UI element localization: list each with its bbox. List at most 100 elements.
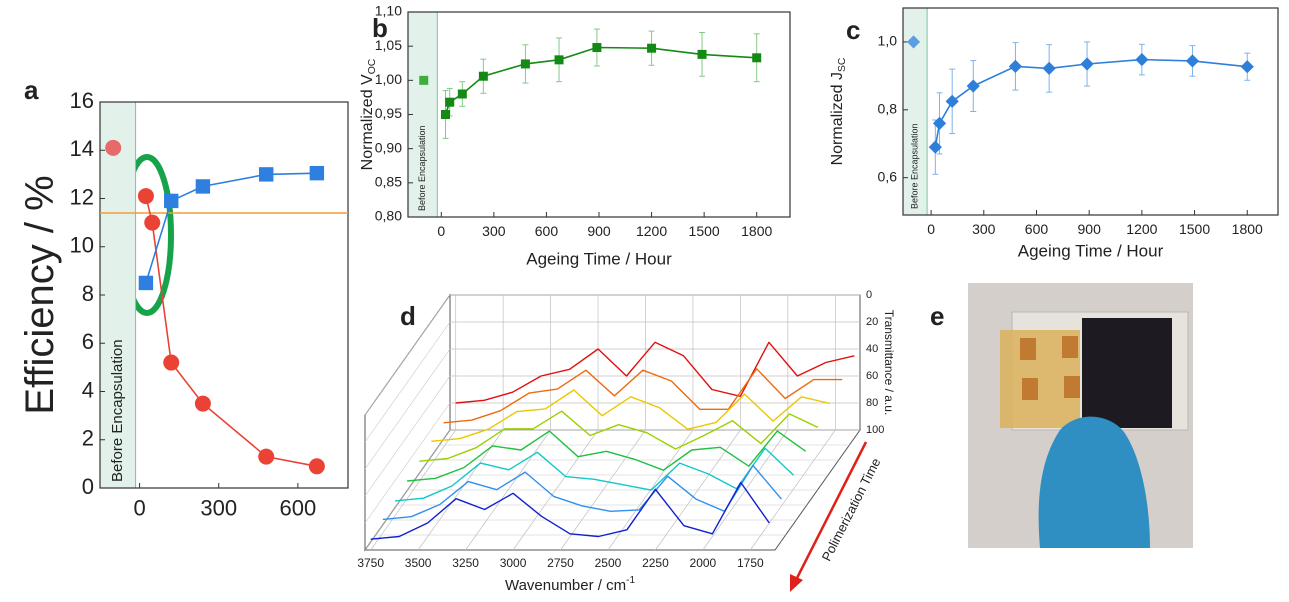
y-tick-label: 1,10 xyxy=(375,3,402,19)
data-point xyxy=(138,275,154,291)
series-line xyxy=(444,46,757,115)
annotation: Before Encapsulation xyxy=(909,123,919,209)
y-axis-label-text: Normalized J xyxy=(829,72,846,165)
spectrum xyxy=(394,447,795,502)
x-tick-label: 600 xyxy=(1025,221,1049,237)
left-wall-grid-line xyxy=(364,321,451,443)
y-tick-label: 8 xyxy=(82,281,94,306)
glove xyxy=(1038,416,1150,548)
x-tick-label: 2000 xyxy=(690,556,717,570)
x-axis-label: Ageing Time / Hour xyxy=(1018,241,1164,260)
y-tick-label: 0,6 xyxy=(878,168,898,184)
panel-letter: c xyxy=(846,15,860,45)
data-point xyxy=(928,140,942,154)
x-tick-label: 1200 xyxy=(636,223,667,239)
data-point xyxy=(1042,61,1056,76)
x-tick-label: 600 xyxy=(280,495,317,520)
floor-grid-line xyxy=(465,429,551,551)
contact xyxy=(1062,336,1078,358)
data-point xyxy=(308,458,325,475)
data-point xyxy=(647,43,657,53)
y-axis-label-subscript: SC xyxy=(837,57,848,72)
z-tick-label: 0 xyxy=(866,289,872,301)
floor-grid-line xyxy=(417,429,504,551)
data-point xyxy=(419,75,429,85)
y-axis-label: Transmittance / a.u. xyxy=(882,310,896,416)
data-point xyxy=(105,139,122,156)
data-point xyxy=(966,79,980,93)
left-wall-grid-line xyxy=(364,348,451,470)
left-wall-grid-line xyxy=(364,294,451,416)
x-axis-label-superscript: -1 xyxy=(626,575,635,586)
data-point xyxy=(144,214,161,231)
time-arrow-head xyxy=(790,574,803,592)
x-tick-label: 300 xyxy=(972,221,996,237)
data-point xyxy=(1080,57,1094,71)
data-point xyxy=(478,71,488,81)
data-point xyxy=(554,55,564,65)
data-point xyxy=(592,43,602,53)
data-point xyxy=(258,448,275,465)
spectrum xyxy=(419,410,819,462)
x-tick-label: 1500 xyxy=(689,223,720,239)
y-tick-label: 14 xyxy=(70,136,94,161)
data-point xyxy=(906,35,921,49)
data-point xyxy=(457,89,467,99)
y-tick-label: 2 xyxy=(82,426,94,451)
x-tick-label: 3250 xyxy=(452,556,479,570)
contact xyxy=(1064,376,1080,398)
solar-cell xyxy=(1082,318,1172,428)
y-axis-label: Normalized VOC xyxy=(359,58,378,170)
data-point xyxy=(752,53,762,63)
data-point xyxy=(445,97,455,107)
data-point xyxy=(1135,52,1149,67)
x-axis-label: Wavenumber / cm-1 xyxy=(505,575,635,594)
x-tick-label: 0 xyxy=(927,221,935,237)
data-point xyxy=(1185,54,1200,68)
time-arrow xyxy=(794,441,868,581)
data-point xyxy=(520,59,530,69)
contact xyxy=(1022,378,1038,400)
left-wall-grid-line xyxy=(364,402,451,524)
data-point xyxy=(259,167,274,182)
left-wall xyxy=(364,293,451,552)
data-point xyxy=(1240,60,1254,74)
data-point xyxy=(309,165,325,181)
z-tick-label: 100 xyxy=(866,424,884,436)
y-tick-label: 1,05 xyxy=(375,37,402,53)
data-point xyxy=(195,179,211,194)
x-tick-label: 1800 xyxy=(741,223,772,239)
y-axis-label: Normalized JSC xyxy=(829,57,848,165)
floor-grid-line xyxy=(750,429,836,551)
x-tick-label: 900 xyxy=(587,223,611,239)
data-point xyxy=(194,395,211,412)
left-wall-grid-line xyxy=(364,429,451,551)
plot-frame xyxy=(407,11,791,218)
y-tick-label: 1,0 xyxy=(878,33,898,49)
data-point xyxy=(945,94,959,108)
floor-grid-line xyxy=(512,429,599,551)
y-axis-label-text: Normalized V xyxy=(359,74,376,170)
y-tick-label: 0,85 xyxy=(375,174,402,190)
y-tick-label: 0 xyxy=(82,474,94,499)
spectrum xyxy=(407,430,807,482)
y-tick-label: 16 xyxy=(70,88,94,113)
x-tick-label: 1750 xyxy=(737,556,764,570)
spectrum xyxy=(431,389,831,442)
spectrum xyxy=(443,368,843,424)
z-tick-label: 40 xyxy=(866,343,878,355)
x-tick-label: 900 xyxy=(1078,221,1102,237)
y-tick-label: 0,8 xyxy=(878,101,898,117)
data-point xyxy=(440,110,450,119)
y-tick-label: 12 xyxy=(70,184,94,209)
data-point xyxy=(164,193,179,209)
z-tick-label: 80 xyxy=(866,397,878,409)
x-axis-label: Ageing Time / Hour xyxy=(526,249,672,268)
contact xyxy=(1020,338,1036,360)
x-tick-label: 300 xyxy=(200,495,237,520)
back-wall xyxy=(449,294,861,431)
x-tick-label: 1500 xyxy=(1179,221,1210,237)
x-tick-label: 0 xyxy=(133,495,145,520)
